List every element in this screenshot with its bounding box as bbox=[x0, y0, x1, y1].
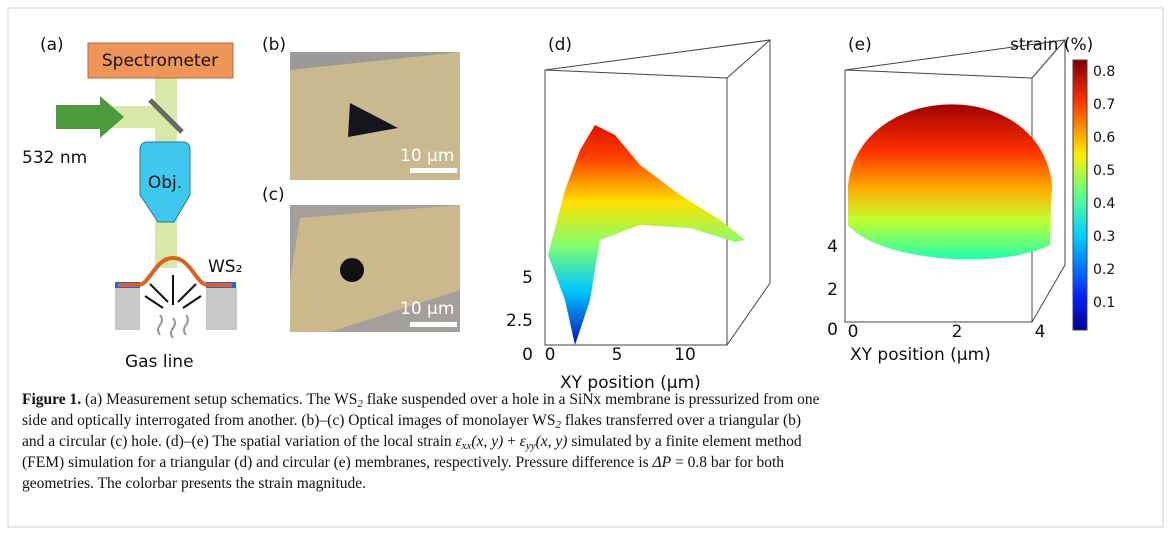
colorbar-tick-label: 0.1 bbox=[1093, 295, 1115, 311]
z-tick-label: 2 bbox=[827, 280, 838, 300]
shape bbox=[410, 322, 457, 327]
caption-text: ε bbox=[455, 433, 462, 450]
caption-line: side and optically interrogated from ano… bbox=[22, 412, 801, 431]
z-tick-label: 0 bbox=[827, 320, 838, 340]
shape bbox=[170, 317, 176, 339]
x-tick-label: 5 bbox=[612, 345, 623, 365]
caption-text: ΔP bbox=[652, 454, 672, 471]
label: (c) bbox=[262, 185, 285, 205]
shape bbox=[144, 295, 164, 309]
caption-text: (a) Measurement setup schematics. The WS bbox=[81, 391, 358, 408]
label: Gas line bbox=[125, 352, 194, 372]
z-tick-label: 0 bbox=[522, 345, 533, 365]
shape bbox=[544, 39, 771, 346]
label: 10 μm bbox=[400, 299, 454, 319]
shape bbox=[56, 96, 124, 138]
z-tick-label: 2.5 bbox=[506, 311, 533, 331]
colorbar-tick-label: 0.4 bbox=[1093, 196, 1115, 212]
x-tick-label: 4 bbox=[1035, 322, 1046, 342]
x-tick-label: 2 bbox=[952, 322, 963, 342]
shape bbox=[844, 39, 1066, 323]
caption-text: = 0.8 bar for both bbox=[671, 454, 785, 471]
shape bbox=[148, 98, 184, 134]
colorbar-tick-label: 0.6 bbox=[1093, 130, 1115, 146]
label: (a) bbox=[40, 35, 64, 55]
caption-line: geometries. The colorbar presents the st… bbox=[22, 475, 366, 493]
caption-text: 2 bbox=[357, 398, 363, 410]
shape bbox=[844, 69, 1033, 79]
colorbar bbox=[1072, 59, 1088, 331]
label: (e) bbox=[848, 35, 872, 55]
shape bbox=[118, 255, 232, 287]
z-tick-label: 5 bbox=[522, 268, 533, 288]
frame bbox=[7, 7, 1164, 528]
colorbar-tick-label: 0.5 bbox=[1093, 163, 1115, 179]
shape bbox=[544, 69, 728, 79]
shape bbox=[157, 314, 163, 336]
shape bbox=[544, 39, 771, 346]
label: 10 μm bbox=[400, 146, 454, 166]
shape bbox=[348, 103, 398, 137]
x-tick-label: 0 bbox=[848, 322, 859, 342]
caption-text: ε bbox=[519, 433, 526, 450]
caption-text: xx bbox=[461, 440, 472, 452]
colorbar-tick-label: 0.2 bbox=[1093, 262, 1115, 278]
shape bbox=[139, 141, 191, 223]
caption-text: 2 bbox=[555, 419, 561, 431]
caption-text: yy bbox=[525, 440, 536, 452]
caption-text: (x, y) bbox=[535, 433, 568, 450]
caption-text: flakes transferred over a triangular (b) bbox=[560, 412, 802, 429]
label: (d) bbox=[548, 35, 572, 55]
caption-text: flake suspended over a hole in a SiNx me… bbox=[362, 391, 820, 408]
caption-line: Figure 1. (a) Measurement setup schemati… bbox=[22, 391, 820, 410]
label: (b) bbox=[262, 35, 286, 55]
x-tick-label: 0 bbox=[545, 345, 556, 365]
caption-line: and a circular (c) hole. (d)–(e) The spa… bbox=[22, 433, 802, 452]
strain-dome bbox=[848, 104, 1052, 260]
colorbar-tick-label: 0.8 bbox=[1093, 64, 1115, 80]
shape bbox=[290, 52, 460, 180]
shape bbox=[290, 205, 460, 332]
x-tick-label: 10 bbox=[674, 345, 696, 365]
shape bbox=[844, 39, 1066, 323]
shape bbox=[149, 283, 169, 303]
shape bbox=[340, 258, 364, 282]
strain-surface bbox=[548, 125, 745, 345]
shape bbox=[144, 275, 202, 339]
caption-text: simulated by a finite element method bbox=[567, 433, 802, 450]
caption-text: side and optically interrogated from ano… bbox=[22, 412, 556, 429]
caption-text: (x, y) bbox=[471, 433, 504, 450]
label: 532 nm bbox=[22, 148, 87, 168]
caption-text: + bbox=[503, 433, 520, 450]
shape bbox=[183, 314, 189, 336]
caption-text: (FEM) simulation for a triangular (d) an… bbox=[22, 454, 653, 471]
label: XY position (μm) bbox=[850, 345, 991, 365]
label: Obj. bbox=[148, 173, 182, 193]
colorbar-tick-label: 0.3 bbox=[1093, 229, 1115, 245]
shape bbox=[410, 168, 457, 173]
label: Spectrometer bbox=[102, 51, 218, 71]
shape bbox=[177, 283, 197, 303]
shape bbox=[182, 295, 202, 309]
shape bbox=[726, 39, 771, 79]
colorbar-tick-label: 0.7 bbox=[1093, 97, 1115, 113]
caption-line: (FEM) simulation for a triangular (d) an… bbox=[22, 454, 784, 472]
shape bbox=[87, 42, 234, 79]
label: WS₂ bbox=[208, 257, 242, 277]
caption-text: geometries. The colorbar presents the st… bbox=[22, 475, 367, 492]
label: strain (%) bbox=[1010, 35, 1093, 55]
caption-text: and a circular (c) hole. (d)–(e) The spa… bbox=[22, 433, 456, 450]
caption-text: Figure 1. bbox=[22, 391, 82, 408]
label: XY position (μm) bbox=[560, 373, 701, 393]
z-tick-label: 4 bbox=[827, 237, 838, 257]
shape bbox=[1031, 39, 1066, 79]
